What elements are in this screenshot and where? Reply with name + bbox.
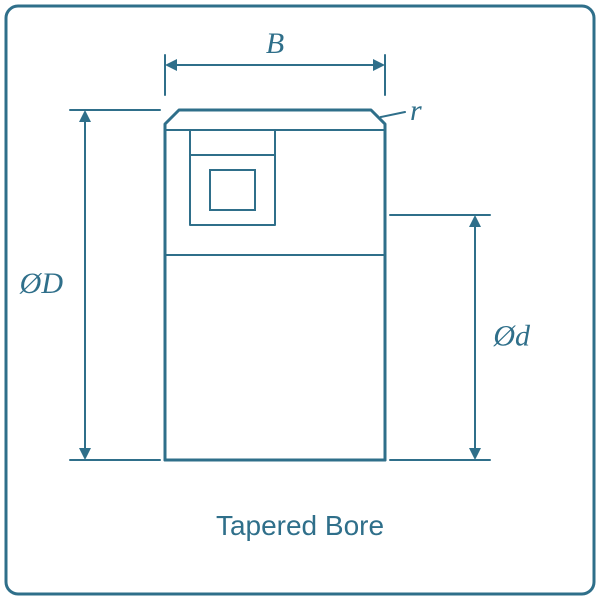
bearing-cross-section-diagram: Br ØD Ød Tapered Bore <box>0 0 600 600</box>
frame <box>6 6 594 594</box>
label-B: B <box>266 27 284 60</box>
label-r: r <box>410 94 422 127</box>
caption: Tapered Bore <box>216 510 384 541</box>
label-d: Ød <box>492 320 531 353</box>
roller <box>210 170 255 210</box>
label-D: ØD <box>19 267 64 300</box>
